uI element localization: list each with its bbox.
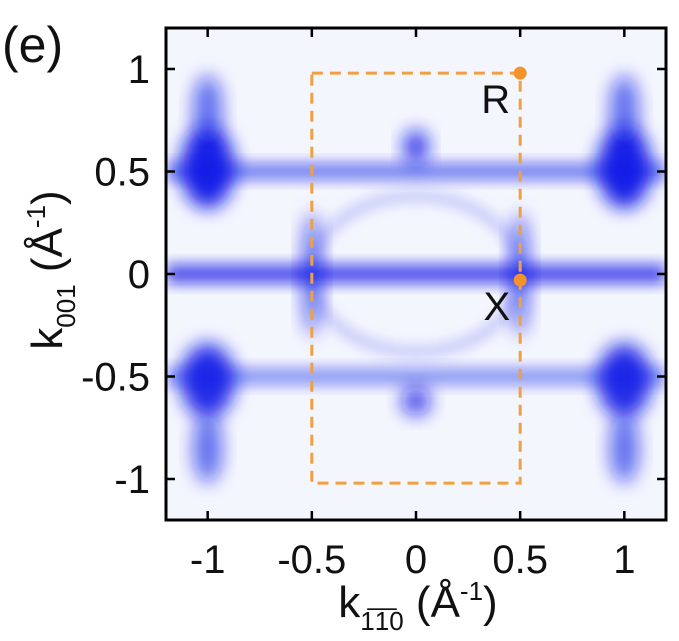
plot-area (166, 28, 666, 520)
x-tick-label: 1 (613, 538, 635, 582)
panel-label: (e) (2, 17, 63, 73)
y-axis-label: k001 (Å-1) (21, 190, 81, 349)
intensity-spot (180, 343, 235, 418)
y-ticks: 1 0.5 0 -0.5 -1 (81, 48, 666, 502)
y-tick-label: -1 (114, 458, 150, 502)
x-tick-label: 0 (405, 538, 427, 582)
x-tick-label: -0.5 (277, 538, 346, 582)
point-r-label: R (481, 78, 510, 122)
intensity-band (166, 264, 666, 284)
intensity-spot (180, 126, 235, 209)
y-tick-label: -0.5 (81, 356, 150, 400)
x-tick-label: 0.5 (492, 538, 548, 582)
intensity-spot (609, 75, 639, 145)
point-x-label: X (483, 285, 510, 329)
x-axis-label-subscript: 1̅1̅0 (360, 606, 403, 636)
intensity-spot (193, 413, 223, 484)
intensity-spot (403, 130, 429, 164)
high-symmetry-points: RX (481, 66, 527, 329)
x-ticks: -1 -0.5 0 0.5 1 (190, 28, 635, 582)
intensity-spot (597, 126, 652, 209)
brillouin-zone-boundary (310, 71, 522, 485)
point-r-marker (513, 66, 527, 80)
point-x-marker (513, 273, 527, 287)
intensity-spot (193, 75, 223, 145)
intensity-band (166, 368, 666, 385)
x-axis-label: k1̅1̅0 (Å-1) (338, 576, 497, 636)
intensity-map (166, 75, 666, 484)
y-tick-label: 0 (128, 253, 150, 297)
y-tick-label: 0.5 (94, 151, 150, 195)
intensity-band (166, 163, 666, 180)
intensity-spot (401, 386, 431, 416)
y-tick-label: 1 (128, 48, 150, 92)
x-tick-label: -1 (190, 538, 226, 582)
brillouin-zone-layer (310, 71, 522, 485)
intensity-spot (597, 343, 652, 418)
intensity-spot (609, 413, 639, 484)
